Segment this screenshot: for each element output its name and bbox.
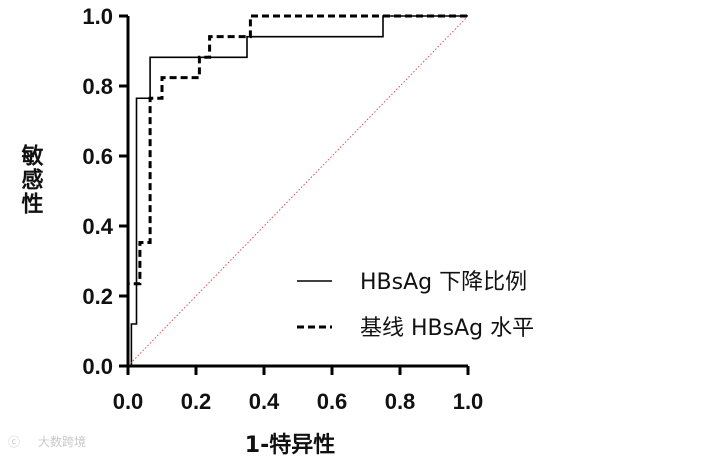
ticks: 0.0 0.2 0.4 0.6 0.8 1.0 0.0 0.2 0.4 0.6 0.8 1.0 bbox=[82, 4, 483, 414]
y-tick-label: 0.2 bbox=[82, 284, 113, 309]
x-tick-label: 0.8 bbox=[385, 389, 416, 414]
plot-lines bbox=[126, 14, 469, 367]
legend-label-solid: HBsAg 下降比例 bbox=[360, 270, 527, 295]
legend: HBsAg 下降比例 基线 HBsAg 水平 bbox=[297, 270, 534, 341]
y-tick-label: 0.4 bbox=[82, 214, 113, 239]
x-tick-label: 1.0 bbox=[453, 389, 484, 414]
x-axis-title: 1-特异性 bbox=[245, 432, 335, 458]
watermark: ⓒ 大数跨境 bbox=[8, 434, 86, 449]
series-line-dashed bbox=[126, 14, 468, 366]
series-line-solid bbox=[128, 15, 468, 367]
x-tick-label: 0.0 bbox=[113, 389, 144, 414]
x-tick-label: 0.2 bbox=[181, 389, 212, 414]
y-tick-label: 0.0 bbox=[82, 354, 113, 379]
watermark-logo-icon: ⓒ bbox=[8, 435, 20, 449]
y-tick-label: 0.6 bbox=[82, 144, 113, 169]
watermark-text: 大数跨境 bbox=[38, 434, 86, 449]
x-tick-label: 0.4 bbox=[249, 389, 280, 414]
reference-diagonal-line bbox=[127, 15, 469, 367]
axes bbox=[126, 16, 468, 368]
legend-label-dashed: 基线 HBsAg 水平 bbox=[360, 316, 534, 341]
y-tick-label: 0.8 bbox=[82, 74, 113, 99]
x-tick-label: 0.6 bbox=[317, 389, 348, 414]
y-tick-label: 1.0 bbox=[82, 4, 113, 29]
y-axis-title: 敏感性 bbox=[18, 143, 45, 216]
